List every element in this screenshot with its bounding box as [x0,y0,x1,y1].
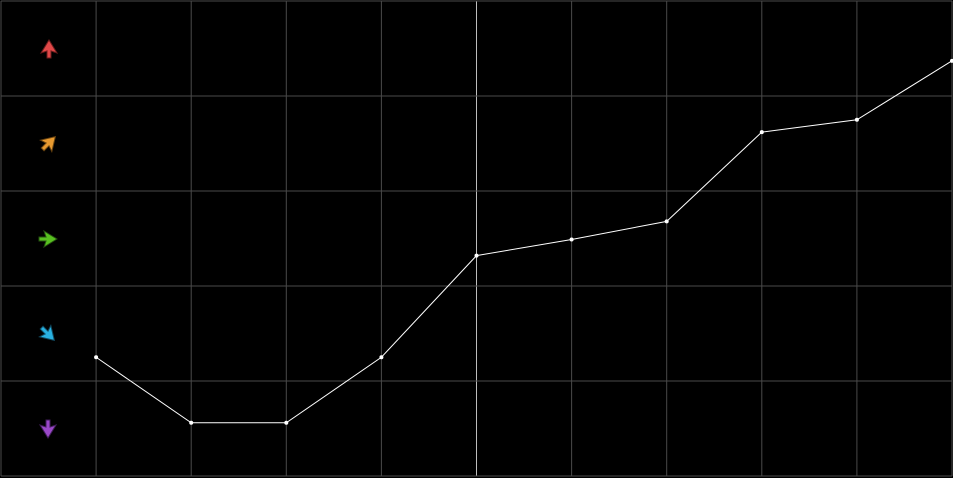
arrow-down-right [38,324,56,342]
data-point [664,219,669,224]
arrow-right [38,229,58,249]
data-point [284,420,289,425]
data-point [94,355,99,360]
data-point [474,253,479,258]
data-point [759,130,764,135]
data-point [854,117,859,122]
data-point [569,237,574,242]
data-point [189,420,194,425]
arrow-up [39,39,59,59]
data-point [379,355,384,360]
direction-icons [38,39,59,439]
data-line [95,60,953,424]
data-point [950,58,953,63]
arrow-down [38,419,58,439]
arrow-up-right [39,135,57,153]
